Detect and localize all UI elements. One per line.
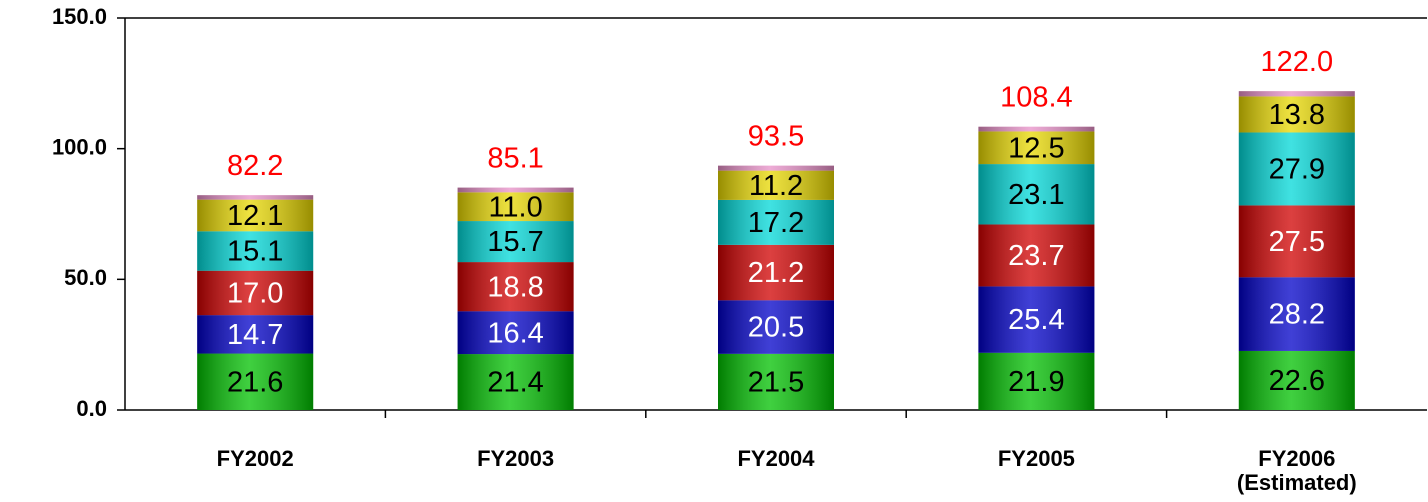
data-label: 23.7	[1008, 240, 1064, 272]
data-label: 16.4	[487, 317, 543, 349]
x-tick-label: FY2003	[477, 446, 554, 471]
bar-segment	[978, 126, 1095, 132]
data-label: 15.7	[487, 226, 543, 258]
data-label: 21.9	[1008, 366, 1064, 398]
data-label: 21.6	[227, 366, 283, 398]
total-label: 93.5	[748, 120, 804, 152]
y-tick-label: 0.0	[76, 396, 107, 421]
data-label: 17.0	[227, 278, 283, 310]
total-label: 82.2	[227, 150, 283, 182]
total-label: 85.1	[487, 142, 543, 174]
data-label: 18.8	[487, 271, 543, 303]
data-label: 20.5	[748, 312, 804, 344]
data-label: 17.2	[748, 207, 804, 239]
data-label: 27.5	[1269, 226, 1325, 258]
bar-segment	[1238, 91, 1355, 97]
data-label: 21.4	[487, 367, 543, 399]
x-tick-label: FY2004	[737, 446, 815, 471]
data-label: 11.0	[488, 191, 542, 223]
data-label: 15.1	[227, 236, 283, 268]
x-tick-label: FY2005	[998, 446, 1075, 471]
y-tick-label: 50.0	[64, 265, 107, 290]
y-tick-label: 100.0	[52, 134, 107, 159]
bar-segment	[197, 195, 314, 200]
bar-segment	[718, 165, 834, 171]
total-label: 122.0	[1261, 46, 1334, 78]
y-tick-label: 150.0	[52, 4, 107, 29]
x-tick-label: FY2002	[217, 446, 294, 471]
data-label: 12.5	[1008, 132, 1064, 164]
total-label: 108.4	[1000, 81, 1073, 113]
data-label: 21.5	[748, 367, 804, 399]
x-tick-label: FY2006 (Estimated)	[1237, 446, 1357, 495]
data-label: 12.1	[227, 200, 283, 232]
data-label: 28.2	[1269, 299, 1325, 331]
data-label: 13.8	[1269, 99, 1325, 131]
data-label: 25.4	[1008, 304, 1064, 336]
data-label: 21.2	[748, 257, 804, 289]
data-label: 11.2	[749, 170, 803, 202]
bar-segment	[457, 187, 574, 193]
data-label: 23.1	[1008, 179, 1064, 211]
data-label: 22.6	[1269, 365, 1325, 397]
data-label: 14.7	[227, 319, 283, 351]
data-label: 27.9	[1269, 154, 1325, 186]
